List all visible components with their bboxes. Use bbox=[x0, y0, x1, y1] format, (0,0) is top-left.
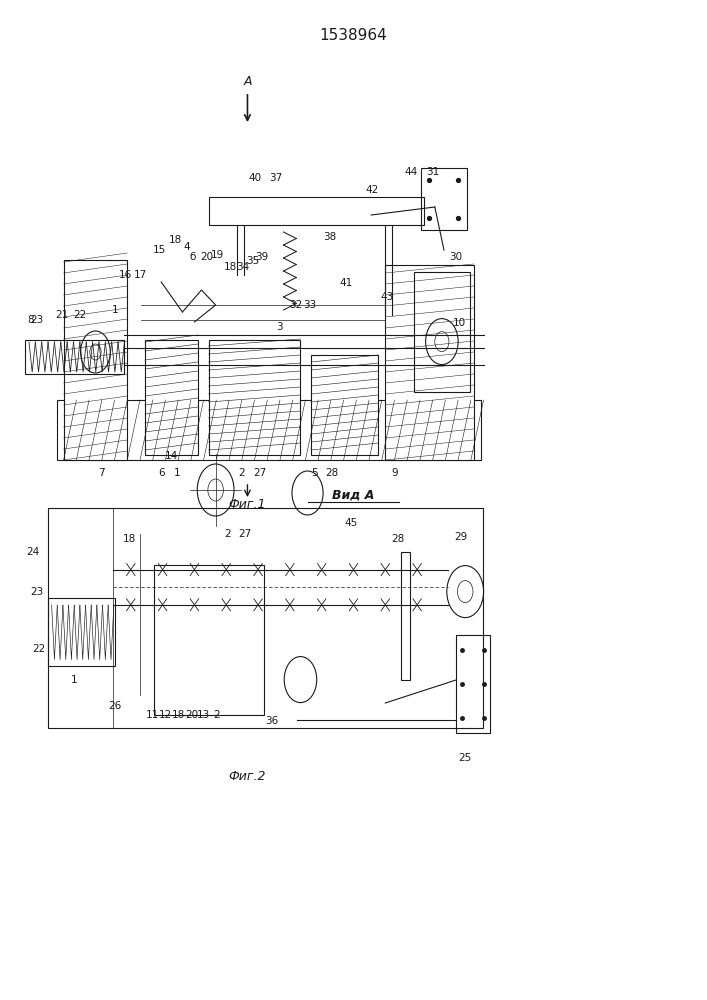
Text: 22: 22 bbox=[33, 644, 45, 654]
Text: 28: 28 bbox=[392, 534, 404, 544]
Bar bbox=[311, 355, 378, 455]
Text: 27: 27 bbox=[238, 529, 251, 539]
Text: 8: 8 bbox=[27, 315, 34, 325]
Bar bbox=[145, 340, 198, 455]
Text: 2: 2 bbox=[214, 710, 221, 720]
Text: 20: 20 bbox=[200, 252, 213, 262]
Text: 16: 16 bbox=[119, 270, 132, 280]
Text: 40: 40 bbox=[248, 173, 261, 183]
Text: Фиг.2: Фиг.2 bbox=[228, 770, 267, 783]
Bar bbox=[456, 635, 490, 733]
Text: 37: 37 bbox=[269, 173, 282, 183]
Text: Фиг.1: Фиг.1 bbox=[228, 498, 267, 511]
Text: 15: 15 bbox=[153, 245, 165, 255]
Text: 9: 9 bbox=[391, 468, 398, 478]
Bar bbox=[48, 508, 483, 728]
Text: 6: 6 bbox=[158, 468, 165, 478]
Text: 5: 5 bbox=[311, 468, 318, 478]
Bar bbox=[154, 565, 264, 715]
Bar bbox=[209, 197, 424, 225]
Text: 18: 18 bbox=[224, 262, 237, 272]
Text: 1: 1 bbox=[173, 468, 180, 478]
Text: 29: 29 bbox=[455, 532, 467, 542]
Text: 11: 11 bbox=[146, 710, 158, 720]
Text: 20: 20 bbox=[186, 710, 199, 720]
Text: 41: 41 bbox=[340, 278, 353, 288]
Text: 23: 23 bbox=[30, 587, 43, 597]
Text: 18: 18 bbox=[173, 710, 185, 720]
Text: 43: 43 bbox=[380, 292, 393, 302]
Text: 7: 7 bbox=[98, 468, 105, 478]
Text: 35: 35 bbox=[246, 256, 259, 266]
Text: 1: 1 bbox=[112, 305, 119, 315]
Text: 24: 24 bbox=[27, 547, 40, 557]
Text: 32: 32 bbox=[289, 300, 302, 310]
Text: 33: 33 bbox=[303, 300, 316, 310]
Bar bbox=[385, 265, 474, 460]
Text: 39: 39 bbox=[255, 252, 268, 262]
Text: 3: 3 bbox=[276, 322, 283, 332]
Text: 22: 22 bbox=[74, 310, 86, 320]
Bar bbox=[25, 340, 124, 374]
Text: 21: 21 bbox=[56, 310, 69, 320]
Text: А: А bbox=[243, 75, 252, 88]
Bar bbox=[64, 260, 127, 460]
Text: 44: 44 bbox=[405, 167, 418, 177]
Text: Вид А: Вид А bbox=[332, 489, 375, 502]
Text: 28: 28 bbox=[326, 468, 339, 478]
Bar bbox=[414, 272, 470, 392]
Bar bbox=[421, 168, 467, 230]
Text: 36: 36 bbox=[265, 716, 278, 726]
Text: 26: 26 bbox=[109, 701, 122, 711]
Text: 2: 2 bbox=[224, 529, 231, 539]
Bar bbox=[209, 340, 300, 455]
Bar bbox=[57, 400, 481, 460]
Text: 10: 10 bbox=[453, 318, 466, 328]
Bar bbox=[401, 552, 410, 680]
Text: 27: 27 bbox=[254, 468, 267, 478]
Text: 45: 45 bbox=[344, 518, 357, 528]
Text: 14: 14 bbox=[165, 451, 177, 461]
Text: 1538964: 1538964 bbox=[320, 27, 387, 42]
Text: 19: 19 bbox=[211, 250, 224, 260]
Text: 25: 25 bbox=[458, 753, 471, 763]
Text: 12: 12 bbox=[159, 710, 172, 720]
Text: 17: 17 bbox=[134, 270, 146, 280]
Text: 18: 18 bbox=[123, 534, 136, 544]
Text: 31: 31 bbox=[426, 167, 439, 177]
Text: 23: 23 bbox=[30, 315, 43, 325]
Text: 1: 1 bbox=[71, 675, 78, 685]
Text: 34: 34 bbox=[237, 262, 250, 272]
Text: 30: 30 bbox=[450, 252, 462, 262]
Text: 42: 42 bbox=[366, 185, 378, 195]
Text: 38: 38 bbox=[323, 232, 336, 242]
Text: 2: 2 bbox=[238, 468, 245, 478]
Text: б: б bbox=[189, 252, 197, 262]
Text: 13: 13 bbox=[197, 710, 210, 720]
Text: 18: 18 bbox=[169, 235, 182, 245]
Bar bbox=[48, 598, 115, 666]
Text: 4: 4 bbox=[183, 242, 190, 252]
